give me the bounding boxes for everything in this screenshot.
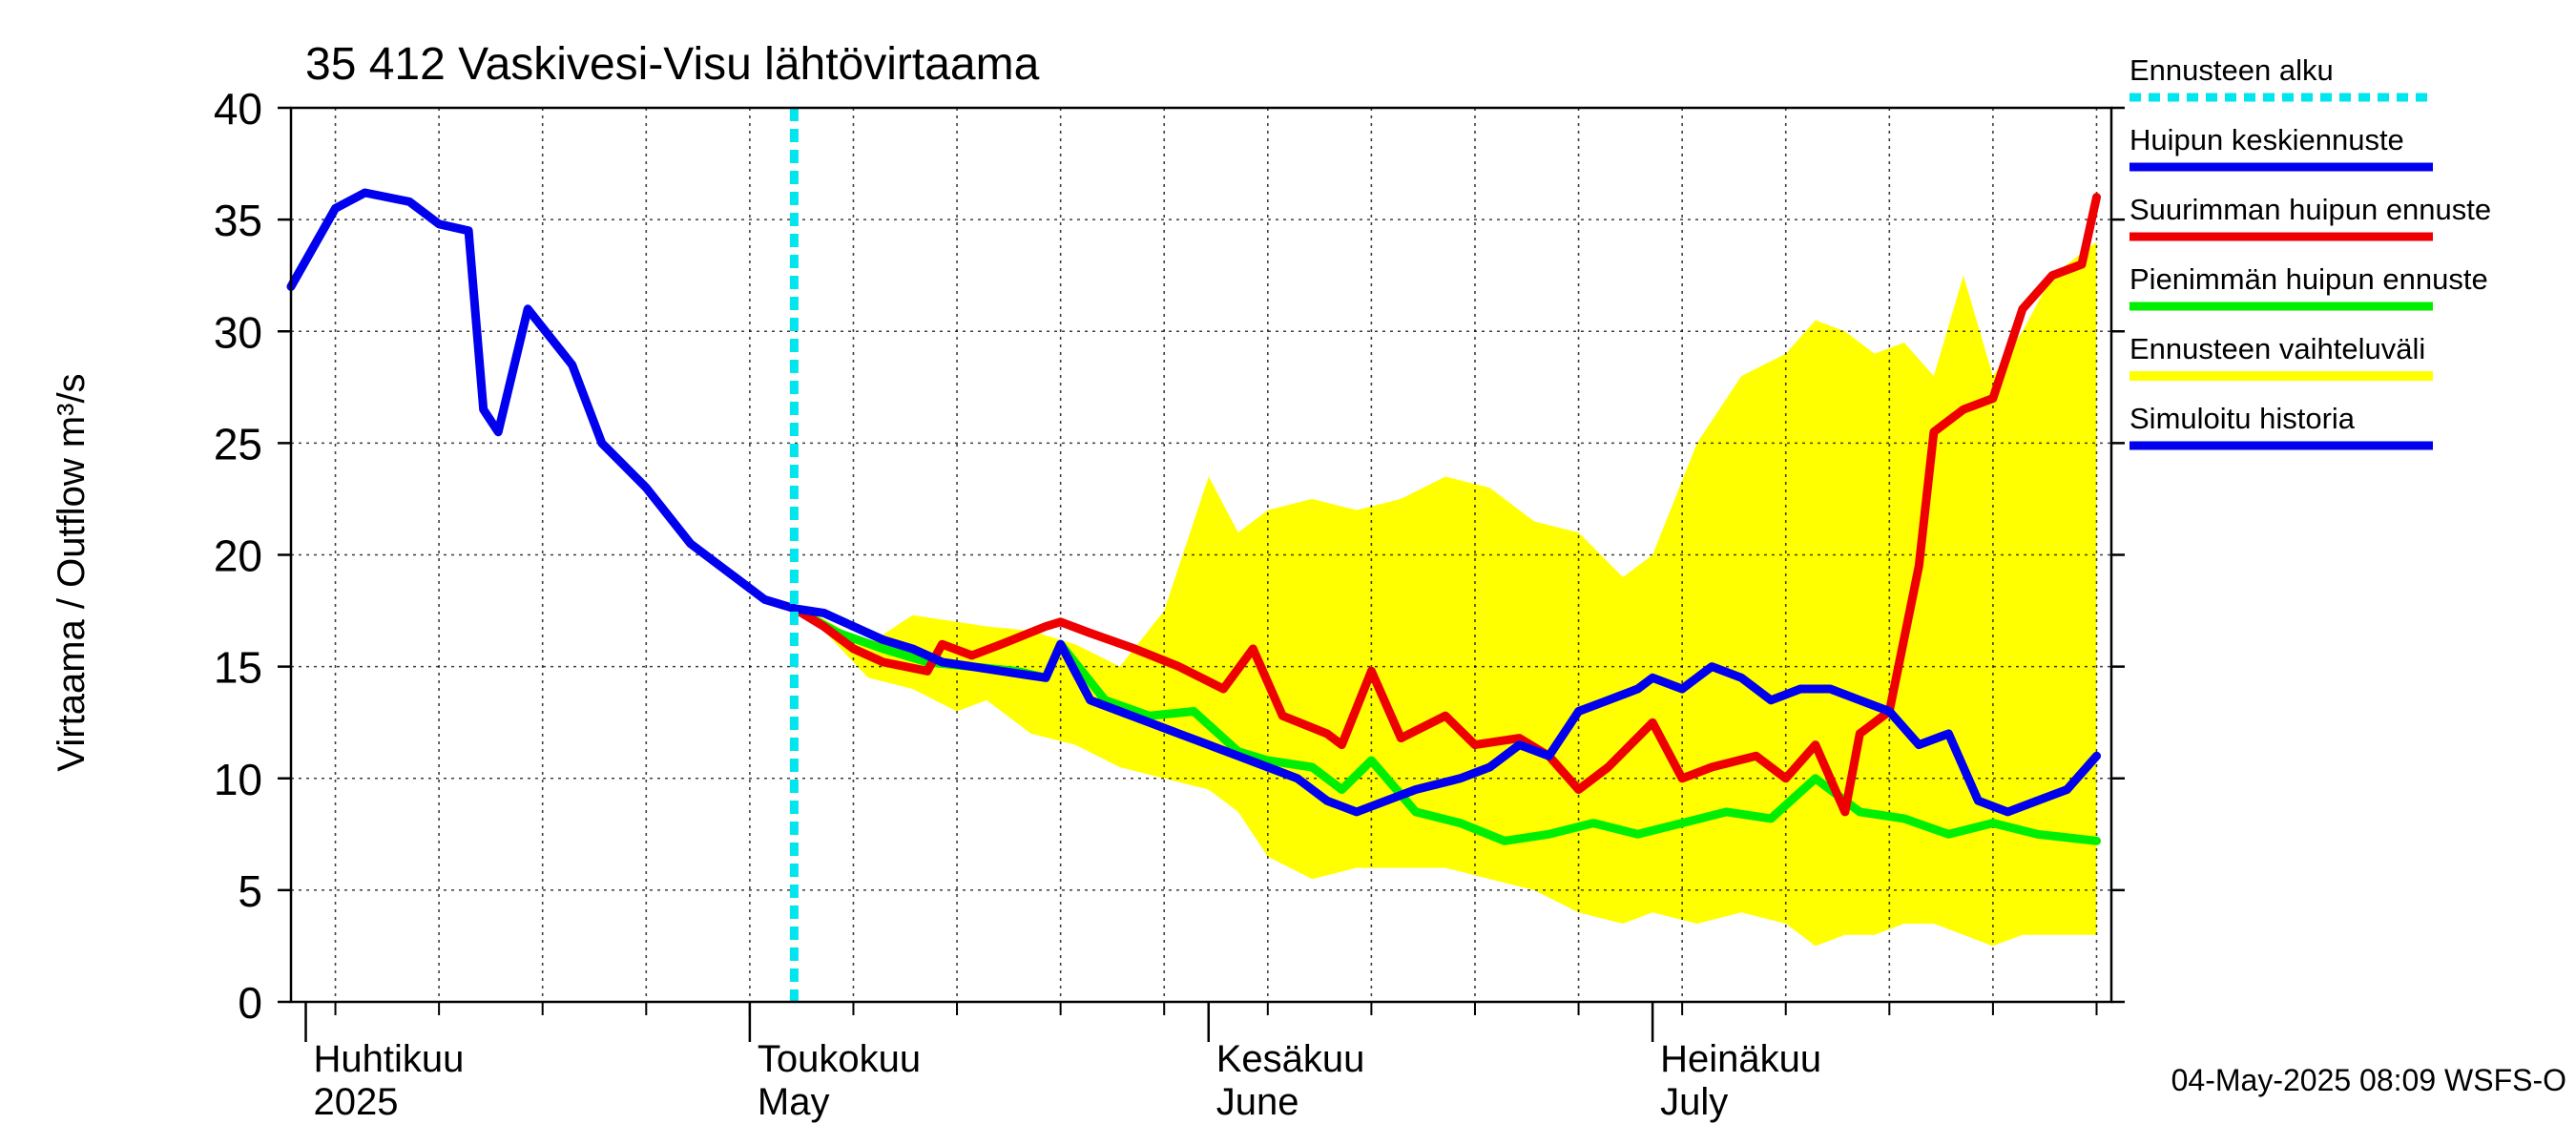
x-month-label: Toukokuu <box>758 1038 921 1080</box>
x-month-sublabel: June <box>1216 1081 1299 1123</box>
x-month-sublabel: 2025 <box>314 1081 399 1123</box>
series-line <box>789 193 2101 817</box>
y-tick-label: 30 <box>214 307 262 357</box>
legend-label: Ennusteen alku <box>2129 53 2334 87</box>
y-tick-label: 10 <box>214 755 262 804</box>
y-tick-label: 20 <box>214 531 262 581</box>
y-tick-label: 40 <box>214 84 262 134</box>
legend-label: Suurimman huipun ennuste <box>2129 193 2491 226</box>
y-tick-label: 25 <box>214 419 262 468</box>
legend-label: Ennusteen vaihteluväli <box>2129 332 2425 365</box>
y-axis-label: Virtaama / Outflow m³/s <box>51 373 93 771</box>
footer-timestamp: 04-May-2025 08:09 WSFS-O <box>2171 1063 2566 1097</box>
axes: 0510152025303540Huhtikuu2025ToukokuuMayK… <box>214 84 2125 1123</box>
grid <box>291 108 2111 1002</box>
x-month-label: Kesäkuu <box>1216 1038 1365 1080</box>
y-tick-label: 0 <box>238 978 262 1028</box>
x-month-sublabel: May <box>758 1081 830 1123</box>
x-month-label: Heinäkuu <box>1660 1038 1821 1080</box>
legend: Ennusteen alku Huipun keskiennuste Suurimm… <box>2129 53 2491 450</box>
legend-label: Simuloitu historia <box>2129 402 2356 435</box>
x-month-sublabel: July <box>1660 1081 1728 1123</box>
series-line <box>789 604 2101 817</box>
legend-label: Pienimmän huipun ennuste <box>2129 262 2488 296</box>
series-line <box>286 188 799 614</box>
chart-title: 35 412 Vaskivesi-Visu lähtövirtaama <box>305 39 1040 90</box>
series-lines <box>286 188 2101 845</box>
y-tick-label: 5 <box>238 866 262 916</box>
x-month-label: Huhtikuu <box>314 1038 465 1080</box>
legend-label: Huipun keskiennuste <box>2129 123 2404 156</box>
y-tick-label: 15 <box>214 643 262 693</box>
y-tick-label: 35 <box>214 196 262 245</box>
